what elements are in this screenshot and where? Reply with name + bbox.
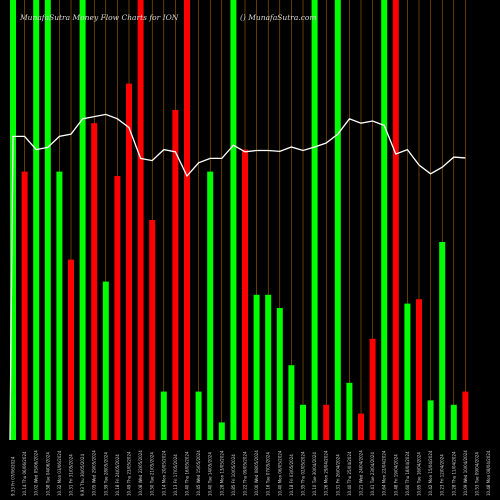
x-tick-label: 10.32 Mon 03/06/2024 — [57, 450, 62, 496]
x-tick-label: 10.50 Tue 21/05/2024 — [150, 452, 155, 496]
bar-up — [44, 0, 51, 440]
x-tick-label: 9.93 Thu 30/05/2024 — [80, 454, 85, 496]
x-tick-label: 10.40 Thu 16/05/2024 — [185, 451, 190, 496]
bar-down — [172, 110, 179, 440]
bar-up — [10, 0, 16, 440]
bar-down — [416, 299, 422, 440]
bar-down — [137, 0, 144, 440]
bar-up — [160, 391, 167, 440]
bar-up — [300, 404, 306, 440]
bar-up — [218, 422, 225, 440]
bar-up — [33, 0, 40, 440]
bar-down — [126, 83, 132, 440]
x-tick-label: 10.22 Thu 09/05/2024 — [243, 451, 248, 496]
x-tick-label: 10.35 Thu 02/05/2024 — [301, 451, 306, 496]
x-tick-label: 10.40 Tue 14/05/2024 — [208, 452, 213, 496]
x-tick-label: 10.14 Thu 06/06/2024 — [22, 451, 27, 496]
x-tick-label: 10.40 Mon 06/05/2024 — [277, 450, 282, 496]
x-tick-label: 10.13 Fri 17/05/2024 — [173, 454, 178, 496]
x-tick-label: 10.45 Wed 15/05/2024 — [196, 450, 201, 496]
x-tick-label: 10.28 Mon 13/05/2024 — [219, 450, 224, 496]
bar-up — [253, 294, 260, 440]
x-tick-label: 10.64 Mon 22/04/2024 — [382, 450, 387, 496]
bar-down — [91, 123, 98, 440]
x-tick-label: 10.49 Thu 23/05/2024 — [127, 451, 132, 496]
chart-source: () MunafaSutra.com — [240, 13, 317, 22]
bar-up — [230, 0, 237, 440]
x-tick-label: 10.85 Fri 10/05/2024 — [231, 454, 236, 496]
bar-down — [21, 171, 28, 440]
x-tick-label: 10.48 Fri 19/04/2024 — [393, 454, 398, 496]
x-tick-label: 10.65 Tue 16/04/2024 — [417, 452, 422, 496]
bar-down — [242, 149, 248, 440]
bar-down — [358, 413, 364, 440]
bar-up — [427, 400, 434, 440]
bar-up — [102, 281, 109, 440]
bar-down — [149, 220, 156, 440]
bar-up — [56, 171, 63, 440]
x-tick-label: 10.02 Wed 05/06/2024 — [34, 450, 39, 496]
x-tick-label: 10.53 Tue 09/04/2024 — [475, 452, 480, 496]
bar-up — [195, 391, 202, 440]
bar-up — [334, 0, 341, 440]
bar-down — [184, 0, 190, 440]
bar-up — [311, 0, 318, 440]
bar-up — [381, 0, 388, 440]
x-tick-label: 9.33 Fri 07/06/2024 — [11, 456, 16, 496]
x-tick-label: 10.28 Thu 11/04/2024 — [451, 451, 456, 496]
x-tick-label: 10.31 Fri 31/05/2024 — [69, 454, 74, 496]
x-tick-label: 10.42 Mon 15/04/2024 — [428, 450, 433, 496]
x-tick-label: 10.40 Thu 25/04/2024 — [347, 451, 352, 496]
bar-up — [288, 365, 295, 440]
x-tick-label: 10.05 Wed 29/05/2024 — [92, 450, 97, 496]
bar-up — [265, 294, 272, 440]
x-tick-label: 10.31 Fri 26/04/2024 — [335, 454, 340, 496]
x-tick-label: 10.48 Mon 08/04/2024 — [486, 450, 491, 496]
bar-down — [392, 0, 399, 440]
x-tick-label: 10.41 Tue 23/04/2024 — [370, 452, 375, 496]
x-tick-label: 10.23 Fri 12/04/2024 — [440, 454, 445, 496]
x-tick-label: 10.09 Wed 10/04/2024 — [463, 450, 468, 496]
bar-up — [276, 308, 283, 440]
bar-down — [323, 404, 330, 440]
money-flow-line — [9, 113, 466, 441]
x-tick-label: 10.39 Tue 28/05/2024 — [103, 452, 108, 496]
bar-down — [68, 259, 74, 440]
x-tick-label: 10.10 Tue 30/04/2024 — [312, 452, 317, 496]
x-tick-label: 10.26 Mon 29/04/2024 — [324, 450, 329, 496]
bar-up — [404, 303, 411, 440]
x-tick-label: 10.18 Fri 03/05/2024 — [289, 454, 294, 496]
chart-title: MunafaSutra Money Flow Charts for ION — [19, 13, 179, 22]
bar-down — [369, 338, 376, 440]
x-tick-label: 10.21 Wed 24/04/2024 — [359, 450, 364, 496]
x-tick-label: 10.58 Tue 04/06/2024 — [45, 452, 50, 496]
x-tick-label: 10.16 Tue 07/05/2024 — [266, 452, 271, 496]
bar-down — [462, 391, 469, 440]
x-tick-label: 10.08 Wed 22/05/2024 — [138, 450, 143, 496]
bar-down — [114, 176, 121, 440]
x-tick-label: 10.60 Thu 18/04/2024 — [405, 451, 410, 496]
x-tick-labels: 9.33 Fri 07/06/2024 10.14 Thu 06/06/2024 1… — [11, 450, 492, 496]
x-tick-label: 10.18 Fri 24/05/2024 — [115, 454, 120, 496]
bar-up — [346, 382, 353, 440]
bar-series — [10, 0, 469, 440]
bar-up — [439, 242, 446, 440]
bar-up — [450, 404, 457, 440]
x-tick-label: 10.14 Mon 20/05/2024 — [161, 450, 166, 496]
x-tick-label: 10.00 Wed 08/05/2024 — [254, 450, 259, 496]
bar-up — [207, 171, 214, 440]
bar-up — [79, 0, 86, 440]
